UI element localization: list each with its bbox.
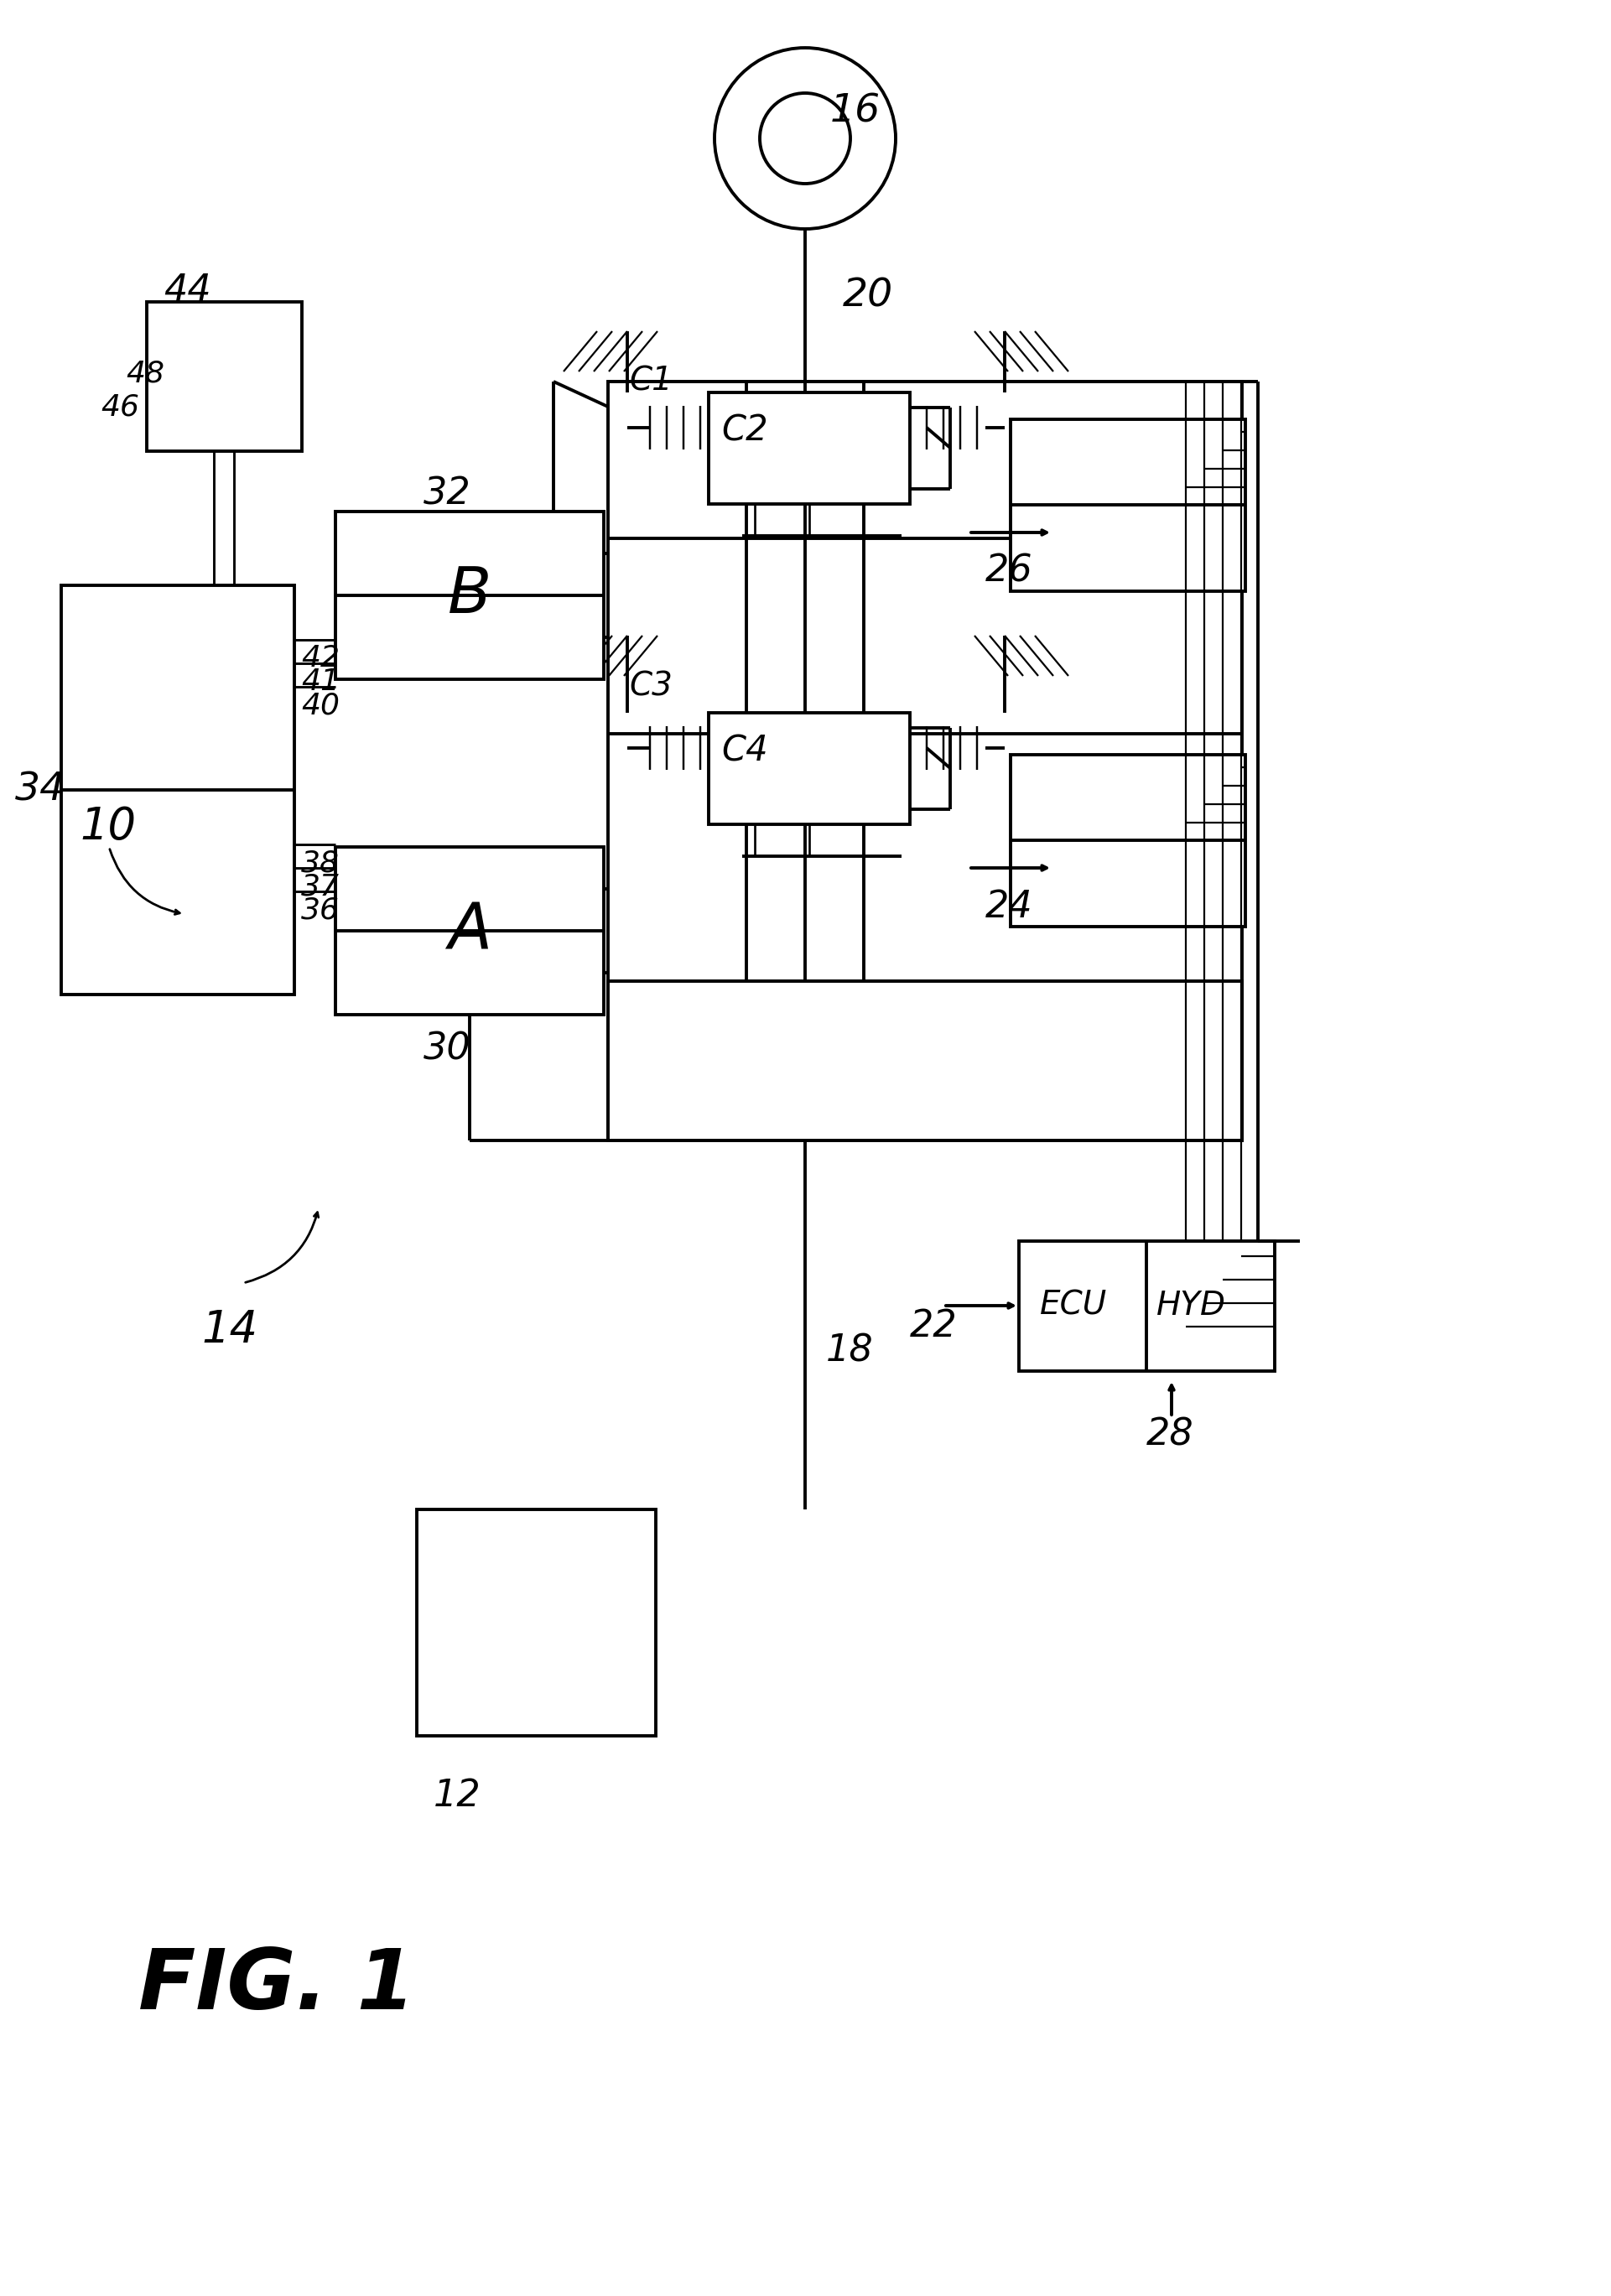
Bar (61, 585, 295, 994)
Bar (1018, 1242, 1274, 1371)
Bar (1010, 755, 1245, 928)
Text: 34: 34 (14, 771, 66, 808)
Text: FIG. 1: FIG. 1 (139, 1945, 416, 2027)
Text: 42: 42 (301, 643, 340, 673)
Bar (335, 512, 604, 680)
Text: 22: 22 (910, 1309, 957, 1345)
Text: 36: 36 (301, 895, 340, 923)
Text: 30: 30 (424, 1031, 470, 1068)
Bar (1010, 420, 1245, 590)
Bar (607, 381, 1242, 1141)
Text: 38: 38 (301, 850, 340, 877)
Text: 16: 16 (830, 92, 881, 131)
Text: C1: C1 (628, 365, 672, 397)
Text: 40: 40 (301, 691, 340, 719)
Text: C3: C3 (628, 670, 672, 703)
Text: 48: 48 (126, 360, 164, 388)
Bar (709, 393, 910, 505)
Text: 44: 44 (164, 273, 211, 308)
Text: C2: C2 (722, 413, 768, 448)
Text: 32: 32 (424, 475, 470, 512)
Bar (607, 980, 1242, 1141)
Text: 20: 20 (843, 278, 894, 315)
Bar (709, 712, 910, 824)
Text: 18: 18 (826, 1334, 873, 1368)
Text: 10: 10 (79, 806, 135, 850)
Text: 41: 41 (301, 668, 340, 696)
Text: B: B (448, 565, 491, 627)
Bar (417, 1508, 656, 1736)
Text: HYD: HYD (1157, 1290, 1226, 1322)
Text: 12: 12 (433, 1777, 482, 1814)
Text: A: A (448, 900, 491, 962)
Bar (147, 301, 301, 450)
Bar (335, 847, 604, 1015)
Text: ECU: ECU (1039, 1290, 1107, 1322)
Text: 37: 37 (301, 872, 340, 900)
Text: 28: 28 (1147, 1417, 1194, 1453)
Text: 24: 24 (986, 889, 1033, 925)
Text: C4: C4 (722, 735, 768, 769)
Text: 14: 14 (201, 1309, 258, 1352)
Text: 26: 26 (986, 553, 1033, 590)
Text: 46: 46 (100, 393, 139, 422)
